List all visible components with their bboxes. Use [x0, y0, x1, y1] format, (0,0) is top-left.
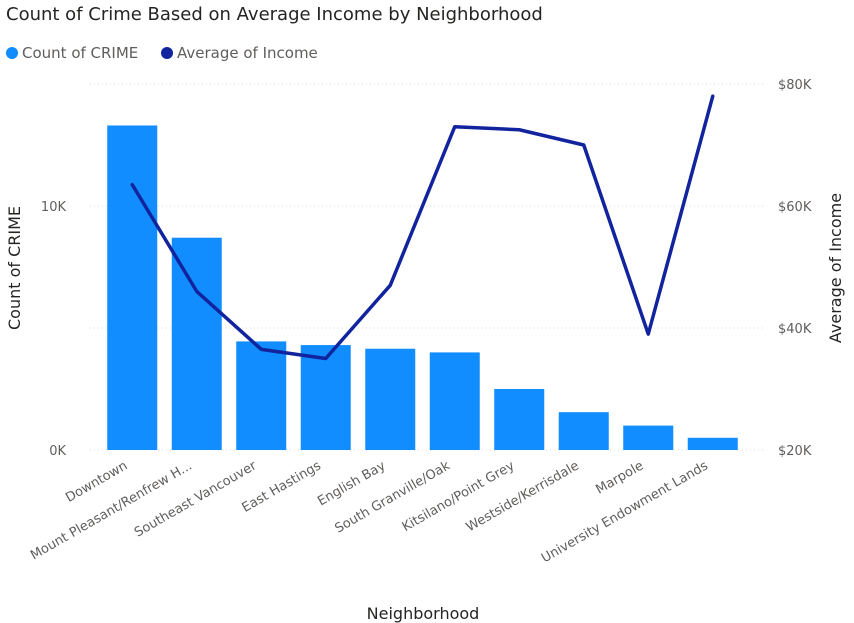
bar-downtown: [107, 125, 158, 450]
bar-east-hastings: [300, 345, 351, 450]
left-axis-ticks: 0K 10K: [41, 200, 67, 459]
bar-kitsilano-point-grey: [494, 389, 545, 450]
bar-mount-pleasant-renfrew-h: [171, 237, 222, 450]
y2-tick-40k: $40K: [778, 322, 812, 337]
y-tick-10k: 10K: [41, 200, 67, 215]
right-axis-ticks: $20K $40K $60K $80K: [778, 78, 812, 459]
bar-marpole: [623, 425, 674, 450]
x-tick-southeast-vancouver: Southeast Vancouver: [132, 458, 260, 540]
bar-south-granville-oak: [429, 352, 480, 450]
y-tick-0k: 0K: [49, 444, 66, 459]
bar-westside-kerrisdale: [558, 412, 609, 450]
legend: Count of CRIME Average of Income: [6, 44, 318, 62]
x-tick-marpole: Marpole: [593, 458, 646, 497]
y2-tick-60k: $60K: [778, 200, 812, 215]
x-tick-south-granville-oak: South Granville/Oak: [333, 458, 454, 536]
income-line: [130, 94, 715, 361]
line-series-average-of-income: [130, 94, 715, 361]
bar-university-endowment-lands: [687, 437, 738, 450]
y2-tick-80k: $80K: [778, 78, 812, 93]
x-tick-westside-kerrisdale: Westside/Kerrisdale: [464, 458, 582, 535]
bar-series-count-of-crime: [107, 125, 738, 450]
legend-marker-average-of-income: [161, 47, 173, 59]
y2-axis-title: Average of Income: [826, 193, 845, 343]
legend-marker-count-of-crime: [6, 47, 18, 59]
chart-title: Count of Crime Based on Average Income b…: [6, 4, 543, 25]
x-axis-title: Neighborhood: [367, 604, 480, 623]
legend-label-count-of-crime: Count of CRIME: [22, 44, 138, 62]
y-axis-title: Count of CRIME: [5, 206, 24, 330]
x-tick-kitsilano-point-grey: Kitsilano/Point Grey: [400, 458, 518, 535]
legend-label-average-of-income: Average of Income: [177, 44, 318, 62]
bar-english-bay: [365, 348, 416, 450]
bar-southeast-vancouver: [236, 341, 287, 450]
y2-tick-20k: $20K: [778, 444, 812, 459]
